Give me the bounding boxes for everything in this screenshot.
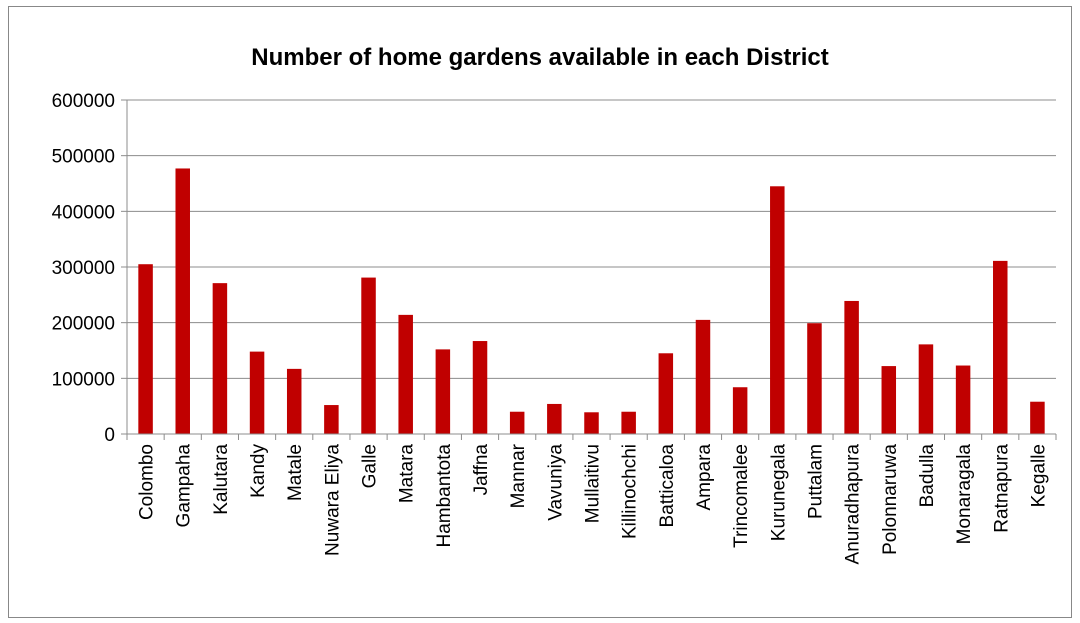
x-tick-label: Matara	[397, 444, 418, 504]
x-tick-label: Gampaha	[174, 444, 195, 528]
bar-colombo	[138, 264, 153, 434]
x-tick-label: Batticaloa	[657, 444, 678, 528]
x-tick-label: Kurunegala	[768, 444, 789, 542]
bar-kalutara	[212, 283, 228, 434]
bar-badulla	[918, 344, 934, 434]
bar-vavuniya	[547, 403, 562, 434]
x-tick-label: Puttalam	[805, 444, 826, 519]
y-axis-ticks: 0 100000 200000 300000 400000 500000 600000	[52, 91, 127, 446]
bar-polonnaruwa	[881, 366, 897, 434]
x-tick-label: Galle	[360, 444, 381, 488]
bar-kegalle	[1030, 401, 1045, 434]
bar-monaragala	[955, 365, 971, 434]
x-tick-label: Trincomalee	[731, 444, 752, 548]
x-tick-label: Kalutara	[211, 444, 232, 515]
y-tick-label: 300000	[52, 258, 115, 279]
bar-puttalam	[807, 323, 822, 434]
bar-mannar	[509, 411, 525, 434]
y-tick-label: 500000	[52, 147, 115, 168]
bar-batticaloa	[658, 353, 674, 434]
bar-galle	[361, 277, 376, 434]
x-tick-label: Ampara	[694, 444, 715, 511]
bar-mullaitivu	[584, 412, 599, 434]
bar-ampara	[695, 319, 711, 434]
bar-hambantota	[435, 349, 451, 434]
x-tick-label: Colombo	[137, 444, 158, 520]
x-tick-label: Kandy	[248, 444, 269, 498]
bar-gampaha	[175, 168, 190, 434]
x-tick-label: Polonnaruwa	[880, 444, 901, 555]
bars	[138, 168, 1045, 434]
x-tick-label: Killinochchi	[620, 444, 641, 539]
y-tick-label: 600000	[52, 91, 115, 112]
bar-kandy	[249, 351, 265, 434]
x-tick-label: Ratnapura	[991, 444, 1012, 533]
x-tick-label: Badulla	[917, 444, 938, 508]
x-tick-label: Monaragala	[954, 444, 975, 545]
bar-trincomalee	[732, 387, 748, 434]
bar-killinochchi	[621, 411, 636, 434]
y-tick-label: 200000	[52, 314, 115, 335]
chart-title: Number of home gardens available in each…	[251, 44, 829, 71]
x-tick-label: Mullaitivu	[583, 444, 604, 523]
gridlines	[127, 99, 1056, 379]
bar-kurunegala	[770, 186, 785, 434]
x-tick-label: Hambantota	[434, 444, 455, 548]
bar-ratnapura	[993, 260, 1008, 434]
x-tick-label: Jaffna	[471, 444, 492, 496]
x-tick-label: Nuwara Eliya	[322, 444, 343, 556]
x-tick-label: Matale	[285, 444, 306, 501]
x-axis-labels: Colombo Gampaha Kalutara Kandy Matale Nuwara …	[137, 443, 1050, 564]
y-tick-label: 100000	[52, 369, 115, 390]
x-tick-label: Vavuniya	[545, 444, 566, 521]
x-tick-label: Mannar	[508, 443, 529, 508]
x-axis	[126, 100, 1057, 440]
bar-matara	[398, 314, 413, 434]
bar-matale	[286, 368, 302, 434]
x-tick-label: Anuradhapura	[843, 444, 864, 565]
bar-anuradhapura	[844, 300, 859, 434]
y-tick-label: 0	[104, 425, 115, 446]
bar-jaffna	[472, 341, 488, 434]
y-tick-label: 400000	[52, 202, 115, 223]
x-tick-label: Kegalle	[1028, 444, 1049, 507]
bar-nuwara-eliya	[324, 405, 339, 434]
